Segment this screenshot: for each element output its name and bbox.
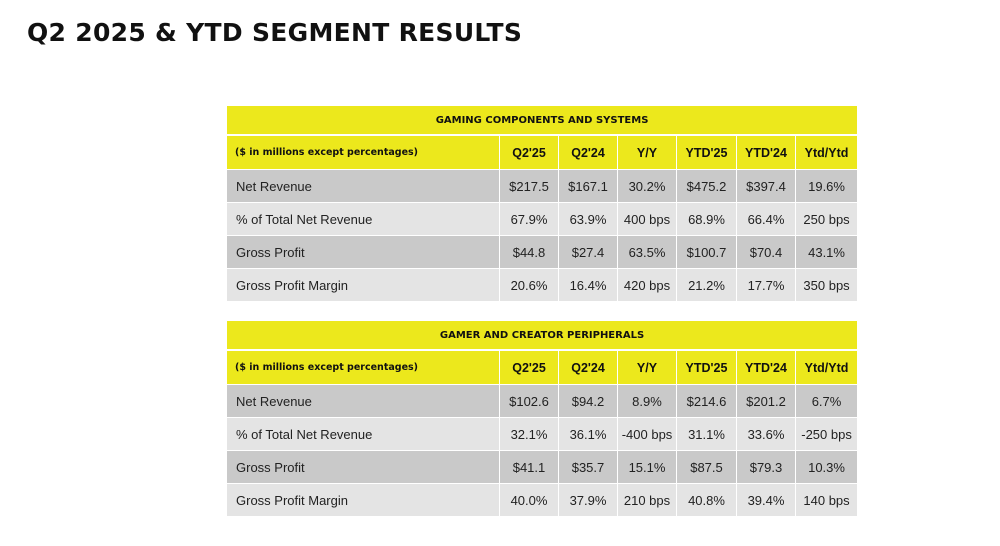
cell-value: -400 bps [618,417,677,450]
column-header: Q2'24 [559,136,618,169]
table-row: % of Total Net Revenue 67.9% 63.9% 400 b… [227,202,858,235]
column-header: YTD'25 [677,351,737,384]
column-header: YTD'24 [737,351,796,384]
cell-value: $87.5 [677,450,737,483]
cell-value: $100.7 [677,235,737,268]
cell-value: $214.6 [677,384,737,417]
cell-value: 30.2% [618,169,677,202]
cell-value: 420 bps [618,268,677,301]
table-title: GAMER AND CREATOR PERIPHERALS [227,321,858,351]
column-header: Y/Y [618,136,677,169]
table-row: % of Total Net Revenue 32.1% 36.1% -400 … [227,417,858,450]
cell-value: $167.1 [559,169,618,202]
cell-value: $79.3 [737,450,796,483]
cell-value: $27.4 [559,235,618,268]
column-header: YTD'25 [677,136,737,169]
table-row: Net Revenue $102.6 $94.2 8.9% $214.6 $20… [227,384,858,417]
gamer-creator-peripherals-table: GAMER AND CREATOR PERIPHERALS ($ in mill… [227,321,858,516]
cell-value: 350 bps [796,268,858,301]
cell-value: 140 bps [796,483,858,516]
row-label: Gross Profit Margin [227,483,500,516]
cell-value: 210 bps [618,483,677,516]
cell-value: $397.4 [737,169,796,202]
row-label: % of Total Net Revenue [227,417,500,450]
cell-value: 36.1% [559,417,618,450]
table-row: Gross Profit Margin 40.0% 37.9% 210 bps … [227,483,858,516]
gaming-components-table: GAMING COMPONENTS AND SYSTEMS ($ in mill… [227,106,858,301]
table-row: Net Revenue $217.5 $167.1 30.2% $475.2 $… [227,169,858,202]
cell-value: 67.9% [500,202,559,235]
header-label: ($ in millions except percentages) [227,136,500,169]
cell-value: 400 bps [618,202,677,235]
header-label: ($ in millions except percentages) [227,351,500,384]
cell-value: $94.2 [559,384,618,417]
row-label: Gross Profit Margin [227,268,500,301]
cell-value: $475.2 [677,169,737,202]
column-header: Q2'24 [559,351,618,384]
row-label: Gross Profit [227,450,500,483]
column-header: YTD'24 [737,136,796,169]
cell-value: -250 bps [796,417,858,450]
cell-value: 39.4% [737,483,796,516]
cell-value: 40.0% [500,483,559,516]
table-row: Gross Profit $44.8 $27.4 63.5% $100.7 $7… [227,235,858,268]
cell-value: $217.5 [500,169,559,202]
cell-value: $102.6 [500,384,559,417]
cell-value: 10.3% [796,450,858,483]
cell-value: 37.9% [559,483,618,516]
cell-value: 63.9% [559,202,618,235]
column-header: Q2'25 [500,136,559,169]
cell-value: $35.7 [559,450,618,483]
cell-value: 6.7% [796,384,858,417]
cell-value: 8.9% [618,384,677,417]
column-header: Ytd/Ytd [796,351,858,384]
cell-value: 32.1% [500,417,559,450]
row-label: % of Total Net Revenue [227,202,500,235]
page-title: Q2 2025 & YTD SEGMENT RESULTS [27,18,523,47]
row-label: Gross Profit [227,235,500,268]
cell-value: 43.1% [796,235,858,268]
cell-value: 20.6% [500,268,559,301]
cell-value: 19.6% [796,169,858,202]
cell-value: $70.4 [737,235,796,268]
column-header: Q2'25 [500,351,559,384]
cell-value: $41.1 [500,450,559,483]
column-header: Ytd/Ytd [796,136,858,169]
cell-value: 66.4% [737,202,796,235]
column-header: Y/Y [618,351,677,384]
cell-value: 31.1% [677,417,737,450]
cell-value: $201.2 [737,384,796,417]
cell-value: 40.8% [677,483,737,516]
cell-value: $44.8 [500,235,559,268]
table-row: Gross Profit $41.1 $35.7 15.1% $87.5 $79… [227,450,858,483]
cell-value: 33.6% [737,417,796,450]
cell-value: 250 bps [796,202,858,235]
cell-value: 21.2% [677,268,737,301]
cell-value: 16.4% [559,268,618,301]
cell-value: 17.7% [737,268,796,301]
cell-value: 63.5% [618,235,677,268]
table-title: GAMING COMPONENTS AND SYSTEMS [227,106,858,136]
cell-value: 15.1% [618,450,677,483]
row-label: Net Revenue [227,384,500,417]
cell-value: 68.9% [677,202,737,235]
table-row: Gross Profit Margin 20.6% 16.4% 420 bps … [227,268,858,301]
row-label: Net Revenue [227,169,500,202]
